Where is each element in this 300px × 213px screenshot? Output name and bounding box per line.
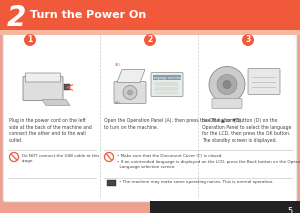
FancyBboxPatch shape <box>0 30 300 35</box>
Circle shape <box>128 90 133 95</box>
Circle shape <box>223 81 231 88</box>
Text: Plug in the power cord on the left
side at the back of the machine and
connect t: Plug in the power cord on the left side … <box>9 118 92 143</box>
FancyBboxPatch shape <box>3 31 297 202</box>
Circle shape <box>24 34 36 46</box>
Text: • Make sure that the Document Cover (C) is closed.: • Make sure that the Document Cover (C) … <box>117 154 223 158</box>
Text: Use the ▲ or ▼ button (D) on the
Operation Panel to select the language
for the : Use the ▲ or ▼ button (D) on the Operati… <box>202 118 291 143</box>
FancyBboxPatch shape <box>26 73 61 82</box>
FancyBboxPatch shape <box>151 72 183 96</box>
Text: 3: 3 <box>245 36 250 45</box>
Text: Open the Operation Panel (A), then press the ON button (B)
to turn on the machin: Open the Operation Panel (A), then press… <box>104 118 241 130</box>
FancyBboxPatch shape <box>64 84 70 90</box>
Circle shape <box>10 153 19 161</box>
Circle shape <box>209 66 245 102</box>
Polygon shape <box>42 99 70 105</box>
FancyBboxPatch shape <box>23 76 63 101</box>
Text: 5: 5 <box>288 207 293 213</box>
Text: 2: 2 <box>7 4 26 32</box>
Circle shape <box>123 85 137 99</box>
FancyBboxPatch shape <box>150 201 300 213</box>
Text: 1: 1 <box>27 36 33 45</box>
Text: • The machine may make some operating noises. This is normal operation.: • The machine may make some operating no… <box>119 180 274 184</box>
FancyBboxPatch shape <box>107 180 116 186</box>
FancyBboxPatch shape <box>0 0 300 30</box>
Text: (A): (A) <box>115 102 121 105</box>
FancyBboxPatch shape <box>114 82 146 104</box>
FancyBboxPatch shape <box>212 98 242 108</box>
FancyBboxPatch shape <box>153 75 181 79</box>
Text: (B): (B) <box>115 62 121 66</box>
Circle shape <box>217 75 237 95</box>
Text: Turn the Power On: Turn the Power On <box>30 10 146 20</box>
Circle shape <box>104 153 113 161</box>
Text: Do NOT connect the USB cable at this
stage.: Do NOT connect the USB cable at this sta… <box>22 154 99 163</box>
FancyBboxPatch shape <box>248 69 280 95</box>
Text: Language selection: Language selection <box>152 75 182 79</box>
Text: 2: 2 <box>147 36 153 45</box>
Circle shape <box>144 34 156 46</box>
Circle shape <box>242 34 254 46</box>
Polygon shape <box>117 69 145 82</box>
Text: • If an unintended language is displayed on the LCD, press the Back button on th: • If an unintended language is displayed… <box>117 160 300 169</box>
